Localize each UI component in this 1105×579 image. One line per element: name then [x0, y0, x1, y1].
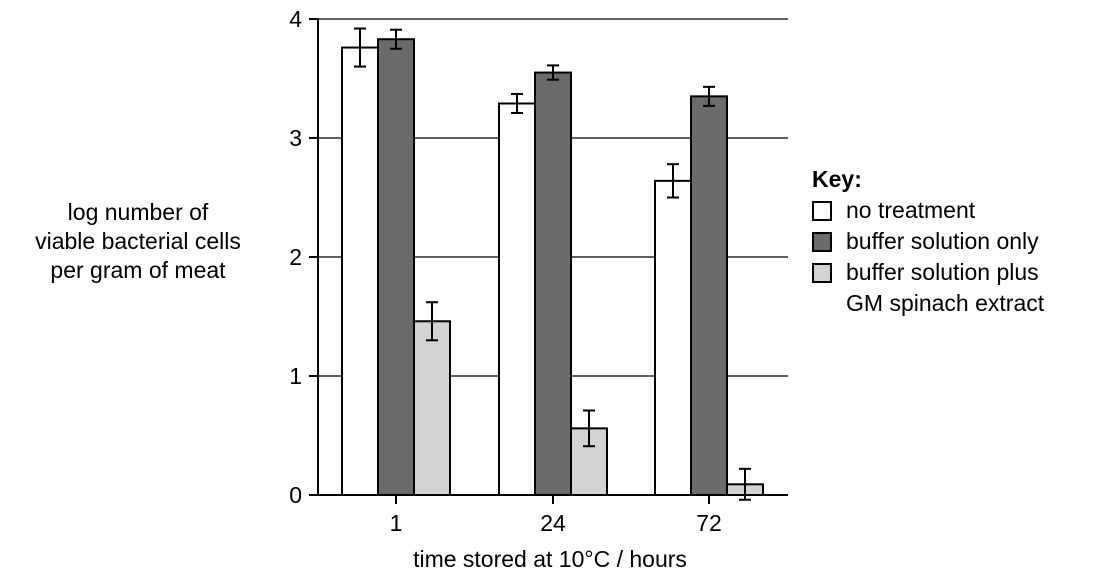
y-axis-label-line: log number of	[67, 199, 209, 225]
y-tick-label: 3	[289, 125, 302, 151]
legend-label: buffer solution plus	[846, 259, 1039, 285]
bars	[341, 27, 764, 501]
x-tick-label: 1	[390, 510, 403, 536]
legend-item-buffer-solution-only: buffer solution only	[812, 226, 1044, 257]
y-tick-label: 4	[289, 6, 302, 32]
bar	[498, 102, 536, 497]
y-axis-label-line: per gram of meat	[50, 257, 226, 283]
y-tick-label: 2	[289, 244, 302, 270]
x-ticks: 1 24 72	[390, 495, 722, 536]
x-axis-label: time stored at 10°C / hours	[413, 546, 687, 572]
legend-swatch	[812, 232, 832, 252]
legend: Key: no treatment buffer solution only b…	[812, 163, 1044, 319]
y-tick-label: 1	[289, 363, 302, 389]
legend-label: GM spinach extract	[846, 290, 1045, 316]
legend-title: Key:	[812, 166, 862, 192]
bar	[690, 95, 728, 496]
bar	[654, 179, 692, 496]
legend-swatch	[812, 201, 832, 221]
legend-item-buffer-plus-spinach: buffer solution plus GM spinach extract	[812, 257, 1044, 319]
bar	[534, 71, 572, 497]
legend-label: no treatment	[846, 197, 976, 223]
legend-item-no-treatment: no treatment	[812, 195, 1044, 226]
legend-label: buffer solution only	[846, 228, 1039, 254]
y-tick-label: 0	[289, 482, 302, 508]
bar	[413, 320, 451, 497]
y-axis-label: log number of viable bacterial cells per…	[0, 198, 276, 285]
bar	[377, 38, 415, 496]
bar	[341, 46, 379, 497]
x-tick-label: 72	[696, 510, 722, 536]
legend-swatch	[812, 263, 832, 283]
y-axis-label-line: viable bacterial cells	[35, 228, 241, 254]
x-tick-label: 24	[540, 510, 566, 536]
y-ticks: 0 1 2 3 4	[289, 6, 318, 508]
